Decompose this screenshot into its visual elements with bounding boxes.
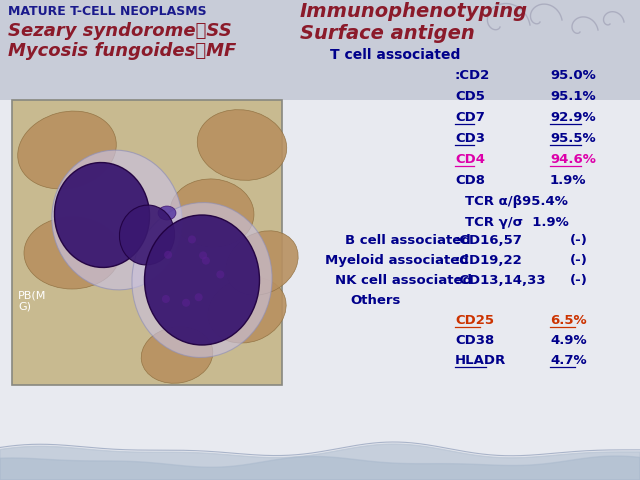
Text: CD5: CD5 [455,90,485,103]
Circle shape [195,293,203,301]
Ellipse shape [18,111,116,189]
Ellipse shape [158,206,176,220]
Text: 4.9%: 4.9% [550,334,587,347]
Text: 6.5%: 6.5% [550,314,587,327]
Ellipse shape [208,277,286,343]
Bar [12,100,282,385]
Text: CD38: CD38 [455,334,494,347]
Ellipse shape [141,327,212,383]
Text: HLADR: HLADR [455,354,506,367]
Text: TCR γ/σ  1.9%: TCR γ/σ 1.9% [465,216,569,229]
Text: 1.9%: 1.9% [550,174,586,187]
Bar [0,0,640,100]
Text: 92.9%: 92.9% [550,111,596,124]
Text: 95.1%: 95.1% [550,90,596,103]
Ellipse shape [120,205,175,265]
Ellipse shape [132,203,272,358]
Circle shape [182,299,190,307]
Text: Others: Others [350,294,401,307]
Circle shape [162,295,170,303]
Text: CD3: CD3 [455,132,485,145]
Ellipse shape [145,215,259,345]
Ellipse shape [197,109,287,180]
Ellipse shape [54,163,150,267]
Text: T cell associated: T cell associated [330,48,460,62]
Text: CD7: CD7 [455,111,485,124]
Text: PB(M
G): PB(M G) [18,290,46,312]
Circle shape [188,235,196,243]
Text: 95.5%: 95.5% [550,132,596,145]
Text: :CD13,14,33: :CD13,14,33 [455,274,547,287]
Circle shape [202,257,210,264]
Text: Myeloid associated: Myeloid associated [325,254,468,267]
Text: :CD19,22: :CD19,22 [455,254,523,267]
Text: Immunophenotyping: Immunophenotyping [300,2,528,21]
Text: Surface antigen: Surface antigen [300,24,475,43]
Circle shape [164,251,172,259]
Text: CD25: CD25 [455,314,494,327]
Text: B cell associated: B cell associated [345,234,471,247]
Ellipse shape [226,231,298,295]
Text: (-): (-) [570,254,588,267]
Text: NK cell associated: NK cell associated [335,274,472,287]
Circle shape [199,252,207,259]
Text: MATURE T-CELL NEOPLASMS: MATURE T-CELL NEOPLASMS [8,5,207,18]
Ellipse shape [170,179,254,247]
Text: 95.0%: 95.0% [550,69,596,82]
Text: :CD2: :CD2 [455,69,490,82]
Ellipse shape [52,150,182,290]
Text: (-): (-) [570,234,588,247]
Text: (-): (-) [570,274,588,287]
Text: 94.6%: 94.6% [550,153,596,166]
Text: Mycosis fungoides：MF: Mycosis fungoides：MF [8,42,236,60]
Text: :CD16,57: :CD16,57 [455,234,523,247]
Circle shape [216,271,225,278]
Ellipse shape [24,217,120,289]
Text: CD8: CD8 [455,174,485,187]
Text: Sezary syndorome：SS: Sezary syndorome：SS [8,22,232,40]
Text: TCR α/β95.4%: TCR α/β95.4% [465,195,568,208]
Text: CD4: CD4 [455,153,485,166]
Text: 4.7%: 4.7% [550,354,587,367]
